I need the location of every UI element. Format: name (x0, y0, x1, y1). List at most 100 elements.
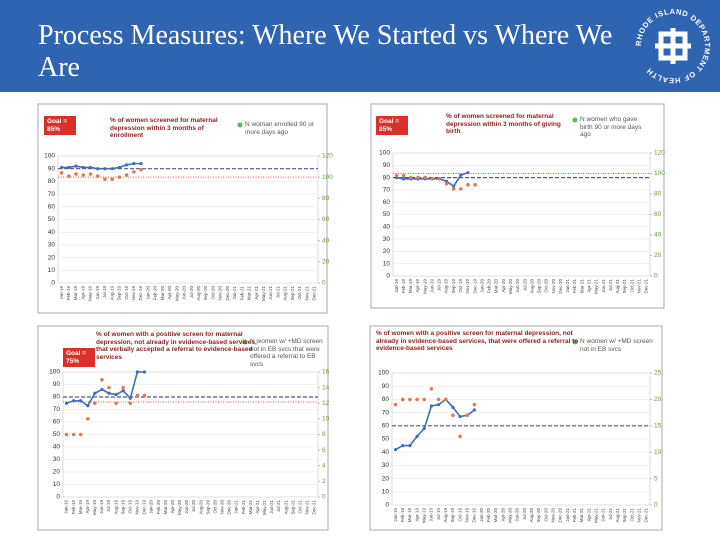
line-marker (436, 403, 441, 407)
y2-tick-label: 6 (322, 447, 326, 454)
y2-tick-label: 5 (654, 475, 658, 482)
y2-tick-label: 100 (322, 174, 333, 181)
x-tick-label: Jan-20 (479, 279, 484, 293)
line-marker (451, 405, 455, 409)
y-tick-label: 50 (382, 436, 390, 443)
x-tick-label: Jan-21 (565, 508, 570, 522)
y2-tick-label: 120 (322, 153, 333, 160)
y-tick-label: 100 (378, 370, 389, 377)
y2-tick-label: 10 (322, 416, 330, 423)
y-tick-label: 90 (48, 165, 56, 172)
header-band: Process Measures: Where We Started vs Wh… (0, 0, 720, 92)
slide-title: Process Measures: Where We Started vs Wh… (38, 20, 613, 83)
dot-marker (71, 432, 76, 437)
logo: RHODE ISLAND DEPARTMENT OF HEALTH (634, 7, 711, 85)
x-tick-label: Jun-21 (601, 279, 606, 293)
x-tick-label: May-21 (262, 500, 267, 516)
x-tick-label: Apr-19 (85, 500, 90, 514)
y-tick-label: 0 (385, 502, 389, 509)
dot-marker (451, 187, 456, 191)
x-tick-label: Jan-20 (145, 286, 150, 300)
x-tick-label: Sep-21 (622, 508, 627, 523)
x-tick-label: Aug-19 (113, 500, 118, 515)
x-tick-label: Apr-19 (414, 508, 419, 522)
x-tick-label: May-20 (507, 508, 512, 524)
x-tick-label: Apr-21 (587, 279, 592, 293)
dot-marker (114, 401, 118, 406)
y-tick-label: 30 (53, 456, 61, 463)
x-tick-label: May-21 (594, 279, 599, 295)
x-tick-label: Nov-20 (551, 279, 556, 294)
line-marker (429, 404, 434, 408)
x-tick-label: Nov-21 (636, 279, 641, 294)
x-tick-label: Jun-21 (601, 508, 606, 522)
line-marker (121, 389, 125, 393)
chart-title: % of women with a positive screen for ma… (96, 331, 257, 361)
x-tick-label: Apr-21 (586, 508, 591, 522)
chart-title: % of women screened for maternal depress… (110, 117, 218, 139)
dot-marker (394, 173, 399, 178)
x-tick-label: Nov-21 (304, 286, 309, 301)
dot-marker (444, 181, 449, 186)
line-marker (100, 387, 104, 392)
line-marker (93, 391, 97, 395)
dot-marker (393, 402, 398, 407)
line-marker (132, 162, 136, 166)
chart-frame (369, 325, 663, 531)
x-tick-label: Nov-20 (220, 500, 225, 515)
y-tick-label: 30 (383, 236, 391, 243)
x-tick-label: Jul-21 (275, 286, 280, 299)
x-tick-label: Feb-19 (401, 279, 406, 294)
x-tick-label: Jul-20 (522, 279, 527, 292)
x-tick-label: Jan-19 (64, 500, 69, 514)
x-tick-label: Jul-21 (608, 508, 613, 521)
line-marker (139, 162, 143, 166)
x-tick-label: Dec-19 (142, 500, 147, 515)
line-marker (86, 404, 90, 408)
x-tick-label: Feb-20 (153, 286, 158, 301)
dot-marker (95, 174, 100, 178)
x-tick-label: Aug-21 (283, 286, 288, 301)
x-tick-label: Feb-19 (71, 500, 76, 515)
dot-marker (121, 385, 126, 390)
y2-tick-label: 15 (654, 423, 662, 430)
x-tick-label: Sep-21 (622, 279, 627, 294)
x-tick-label: May-21 (593, 508, 598, 524)
x-tick-label: Feb-21 (572, 508, 577, 523)
x-tick-label: Oct-19 (458, 279, 463, 293)
x-tick-label: Oct-21 (629, 279, 634, 293)
dot-marker (100, 378, 104, 382)
x-tick-label: Dec-21 (644, 279, 649, 294)
y-tick-label: 100 (44, 153, 55, 160)
line-marker (67, 165, 71, 170)
x-tick-label: Feb-21 (572, 279, 577, 294)
x-tick-label: Aug-21 (615, 279, 620, 294)
line-marker (107, 391, 111, 395)
x-tick-label: Oct-20 (544, 279, 549, 293)
y-tick-label: 100 (49, 369, 60, 376)
x-tick-label: Jun-19 (95, 286, 100, 300)
line-marker (458, 414, 462, 419)
dot-marker (142, 393, 147, 398)
y-tick-label: 60 (53, 419, 61, 426)
x-tick-label: Dec-19 (472, 279, 477, 294)
y2-tick-label: 20 (322, 259, 330, 266)
x-tick-label: Jun-21 (268, 286, 273, 300)
x-tick-label: Jul-19 (437, 279, 442, 292)
dot-marker (132, 170, 136, 174)
chart-frame (37, 103, 328, 314)
dot-marker (466, 182, 470, 187)
x-tick-label: Dec-21 (312, 500, 317, 515)
dot-marker (117, 175, 122, 179)
x-tick-label: Mar-19 (73, 286, 78, 301)
x-tick-label: Nov-20 (550, 508, 555, 523)
x-tick-label: Mar-19 (407, 508, 412, 523)
x-tick-label: Jan-19 (394, 279, 399, 293)
dot-marker (422, 397, 427, 402)
x-tick-label: Mar-21 (579, 279, 584, 294)
x-tick-label: Jun-19 (99, 500, 104, 514)
x-tick-label: Sep-21 (290, 286, 295, 301)
x-tick-label: Feb-20 (487, 279, 492, 294)
y-tick-label: 80 (53, 394, 61, 401)
